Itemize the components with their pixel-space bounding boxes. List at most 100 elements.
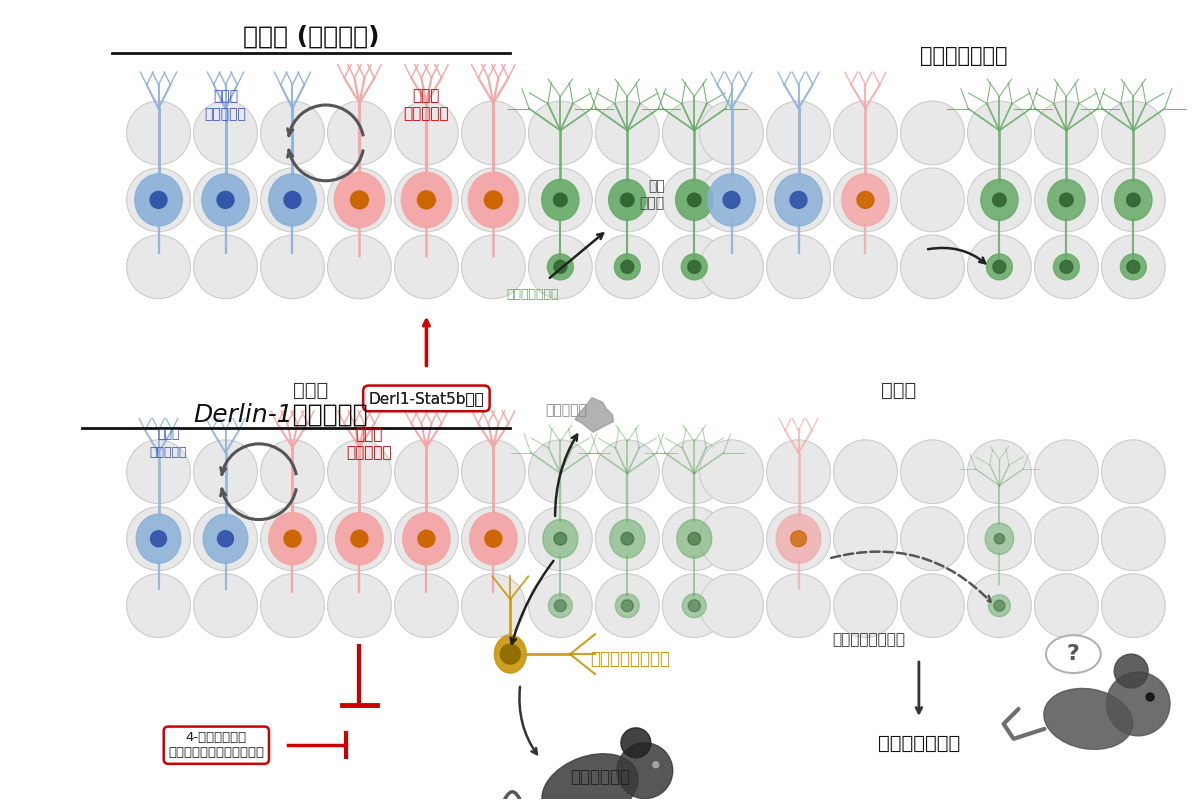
Circle shape: [127, 168, 191, 232]
Circle shape: [1102, 235, 1165, 298]
Circle shape: [548, 594, 572, 618]
Circle shape: [528, 101, 593, 165]
Ellipse shape: [335, 172, 384, 227]
Circle shape: [662, 574, 726, 638]
Text: 神経幹細胞の枯渇: 神経幹細胞の枯渇: [833, 632, 906, 646]
Circle shape: [395, 168, 458, 232]
Ellipse shape: [1048, 179, 1085, 220]
Ellipse shape: [269, 513, 316, 565]
Circle shape: [260, 168, 324, 232]
Circle shape: [547, 254, 574, 280]
Circle shape: [350, 530, 368, 547]
Circle shape: [217, 191, 234, 208]
Circle shape: [395, 507, 458, 570]
Circle shape: [688, 193, 701, 206]
Circle shape: [1102, 168, 1165, 232]
Circle shape: [767, 101, 830, 165]
Circle shape: [395, 235, 458, 298]
Circle shape: [193, 168, 257, 232]
Circle shape: [767, 574, 830, 638]
Circle shape: [617, 743, 673, 798]
Ellipse shape: [610, 519, 644, 558]
Circle shape: [689, 600, 701, 612]
Ellipse shape: [776, 514, 821, 563]
Circle shape: [328, 101, 391, 165]
Ellipse shape: [269, 174, 316, 226]
Circle shape: [989, 594, 1010, 617]
Circle shape: [986, 254, 1013, 280]
Ellipse shape: [980, 179, 1018, 220]
Circle shape: [967, 101, 1031, 165]
Circle shape: [1034, 507, 1098, 570]
Circle shape: [620, 260, 634, 274]
Circle shape: [900, 235, 965, 298]
Circle shape: [700, 235, 763, 298]
Ellipse shape: [468, 172, 518, 227]
Circle shape: [967, 507, 1031, 570]
Circle shape: [834, 574, 898, 638]
Ellipse shape: [542, 754, 638, 800]
Circle shape: [662, 101, 726, 165]
Circle shape: [662, 235, 726, 298]
Ellipse shape: [134, 174, 182, 226]
Circle shape: [395, 574, 458, 638]
Circle shape: [857, 191, 874, 208]
Circle shape: [284, 530, 301, 547]
Circle shape: [1127, 260, 1140, 274]
Text: ?: ?: [1067, 644, 1080, 664]
Circle shape: [528, 168, 593, 232]
Circle shape: [554, 260, 566, 274]
Ellipse shape: [1044, 689, 1133, 750]
Circle shape: [260, 235, 324, 298]
Circle shape: [1034, 574, 1098, 638]
Circle shape: [662, 440, 726, 504]
Circle shape: [528, 507, 593, 570]
Text: Derlin-1遺伝子欠損: Derlin-1遺伝子欠損: [193, 403, 368, 427]
Circle shape: [595, 440, 659, 504]
Ellipse shape: [985, 523, 1014, 554]
Circle shape: [418, 530, 434, 547]
Circle shape: [1034, 168, 1098, 232]
Circle shape: [995, 534, 1004, 544]
Circle shape: [150, 191, 167, 208]
Circle shape: [994, 600, 1004, 611]
Circle shape: [418, 191, 436, 209]
Ellipse shape: [494, 635, 527, 673]
Circle shape: [150, 530, 167, 546]
Circle shape: [328, 168, 391, 232]
Ellipse shape: [137, 514, 181, 563]
Ellipse shape: [608, 179, 646, 220]
Circle shape: [992, 193, 1006, 206]
Ellipse shape: [708, 174, 755, 226]
Ellipse shape: [202, 174, 250, 226]
Circle shape: [193, 235, 257, 298]
Circle shape: [1102, 101, 1165, 165]
Circle shape: [462, 507, 526, 570]
Text: 野生型 (通常状態): 野生型 (通常状態): [242, 24, 379, 48]
Circle shape: [767, 507, 830, 570]
Circle shape: [767, 235, 830, 298]
Circle shape: [1034, 235, 1098, 298]
Text: てんかん発作: てんかん発作: [570, 768, 630, 786]
Circle shape: [1102, 507, 1165, 570]
Circle shape: [1054, 254, 1079, 280]
Ellipse shape: [401, 172, 451, 227]
Circle shape: [528, 235, 593, 298]
Text: 神経幹細胞: 神経幹細胞: [403, 106, 449, 122]
Circle shape: [1106, 672, 1170, 736]
Circle shape: [1115, 654, 1148, 688]
Circle shape: [992, 260, 1006, 274]
Circle shape: [328, 507, 391, 570]
Circle shape: [620, 532, 634, 545]
Circle shape: [328, 440, 391, 504]
Circle shape: [688, 532, 701, 545]
Ellipse shape: [542, 519, 578, 558]
Circle shape: [662, 507, 726, 570]
Circle shape: [683, 594, 707, 618]
Circle shape: [791, 530, 806, 546]
Circle shape: [1146, 693, 1154, 701]
Circle shape: [900, 440, 965, 504]
Ellipse shape: [676, 179, 713, 220]
Circle shape: [485, 191, 503, 209]
Circle shape: [790, 191, 806, 208]
